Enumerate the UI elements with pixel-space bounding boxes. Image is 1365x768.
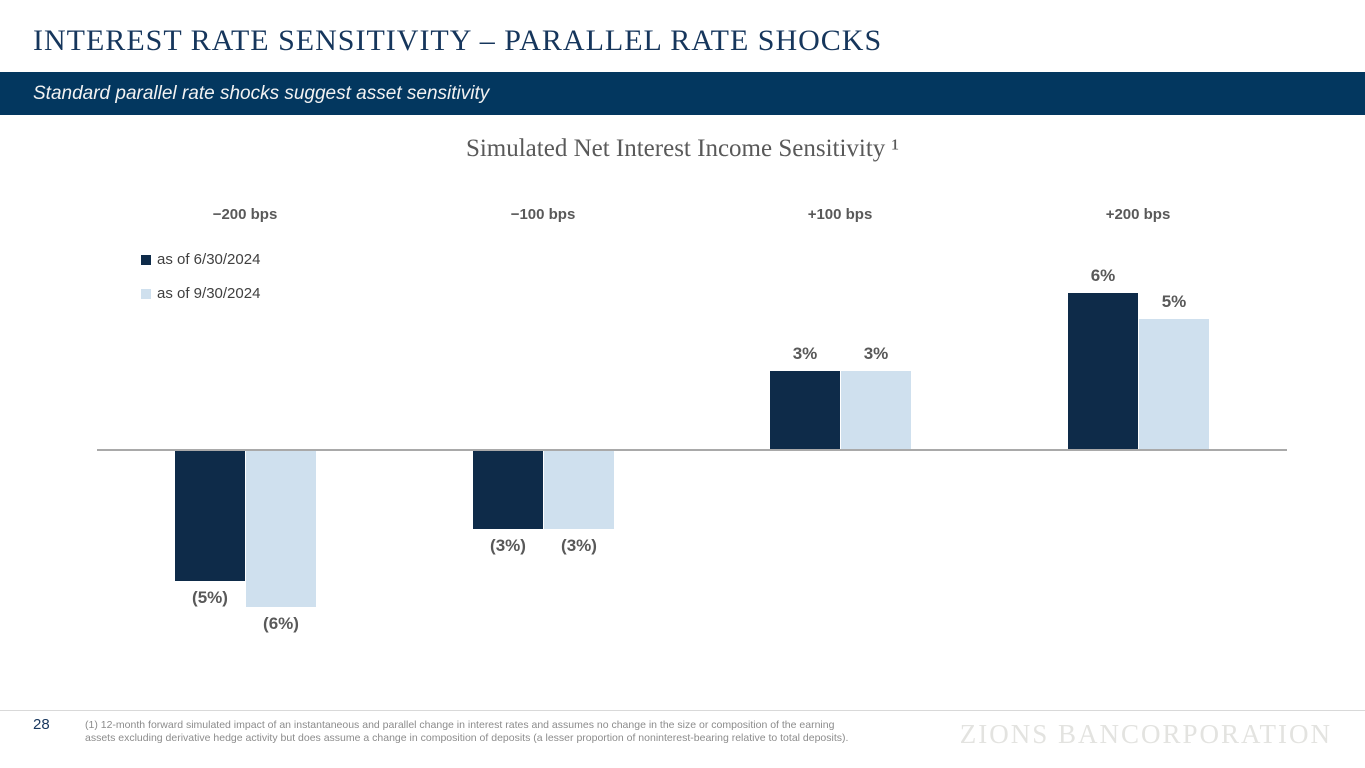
category-label-3: +100 bps xyxy=(807,206,873,223)
legend-item-1: as of 6/30/2024 xyxy=(141,251,260,268)
legend-swatch-icon xyxy=(141,254,151,265)
bar-value-label: (3%) xyxy=(561,536,597,555)
bar-series2-+100-bps xyxy=(841,371,911,449)
footer-divider xyxy=(0,710,1365,711)
bar-value-label: (6%) xyxy=(263,614,299,633)
bar-value-label: 5% xyxy=(1161,292,1187,311)
company-logo: ZIONS BANCORPORATION xyxy=(959,719,1332,749)
bar-value-label: 6% xyxy=(1090,266,1116,285)
legend-label: as of 9/30/2024 xyxy=(157,285,261,302)
bar-value-label: (5%) xyxy=(192,588,228,607)
legend-label: as of 6/30/2024 xyxy=(157,251,261,268)
bar-series2-+200-bps xyxy=(1139,319,1209,449)
bar-series1-−200-bps xyxy=(175,451,245,581)
bar-value-label: (3%) xyxy=(490,536,526,555)
page-number: 28 xyxy=(33,716,50,733)
bar-series1-−100-bps xyxy=(473,451,543,529)
subtitle-banner: Standard parallel rate shocks suggest as… xyxy=(0,72,1365,115)
subtitle-text: Standard parallel rate shocks suggest as… xyxy=(33,82,490,104)
bar-value-label: 3% xyxy=(792,344,818,363)
category-label-2: −100 bps xyxy=(510,206,576,223)
legend-swatch-icon xyxy=(141,288,151,299)
bar-series1-+200-bps xyxy=(1068,293,1138,449)
footnote: (1) 12-month forward simulated impact of… xyxy=(85,719,848,745)
bar-series2-−200-bps xyxy=(246,451,316,607)
category-label-1: −200 bps xyxy=(212,206,278,223)
x-axis-baseline xyxy=(97,449,1287,451)
footnote-line-1: (1) 12-month forward simulated impact of… xyxy=(85,719,835,731)
page-title: INTEREST RATE SENSITIVITY – PARALLEL RAT… xyxy=(33,24,883,57)
bar-value-label: 3% xyxy=(863,344,889,363)
bar-series1-+100-bps xyxy=(770,371,840,449)
category-label-4: +200 bps xyxy=(1105,206,1171,223)
bar-series2-−100-bps xyxy=(544,451,614,529)
legend-item-2: as of 9/30/2024 xyxy=(141,285,260,302)
chart-title: Simulated Net Interest Income Sensitivit… xyxy=(465,135,900,162)
footnote-line-2: assets excluding derivative hedge activi… xyxy=(85,732,849,744)
